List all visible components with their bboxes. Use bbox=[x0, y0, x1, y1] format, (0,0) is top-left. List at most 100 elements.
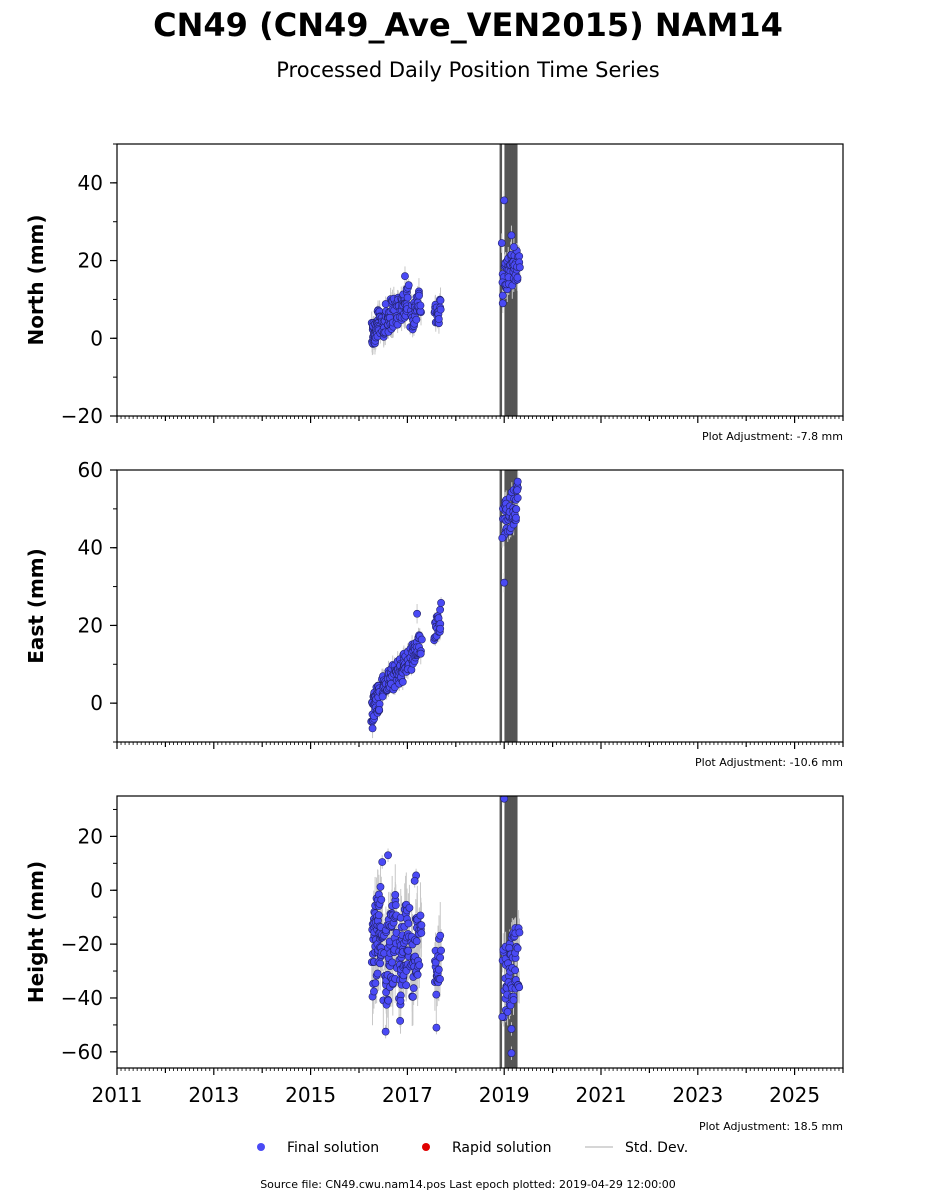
data-point bbox=[513, 486, 522, 495]
data-point bbox=[416, 911, 425, 920]
x-tick-label: 2023 bbox=[672, 1083, 723, 1107]
data-point bbox=[500, 578, 509, 587]
y-tick-label: 40 bbox=[78, 171, 103, 195]
data-point bbox=[498, 299, 507, 308]
legend: Final solution Rapid solution Std. Dev. bbox=[257, 1140, 688, 1156]
data-point bbox=[371, 979, 380, 988]
panel-height: −60 −40 −20 0 20 2011 2013 2015 2017 2019 2021 2023… bbox=[24, 795, 844, 1133]
data-point bbox=[436, 975, 444, 983]
data-point bbox=[500, 196, 509, 205]
legend-final-marker bbox=[257, 1143, 265, 1151]
data-point bbox=[512, 513, 520, 522]
y-tick-label: 40 bbox=[78, 536, 103, 560]
plot-adjustment-note: Plot Adjustment: -7.8 mm bbox=[702, 430, 843, 443]
data-point bbox=[436, 296, 445, 305]
data-point bbox=[500, 796, 509, 803]
axes-frame bbox=[116, 143, 844, 417]
data-point bbox=[515, 983, 524, 992]
x-tick-label: 2019 bbox=[479, 1083, 530, 1107]
data-point bbox=[513, 493, 522, 502]
y-tick-label: −20 bbox=[61, 404, 103, 428]
y-axis-label: North (mm) bbox=[24, 214, 48, 345]
data-point bbox=[375, 706, 384, 714]
data-point bbox=[432, 1023, 441, 1032]
y-tick-label: 20 bbox=[78, 824, 103, 848]
data-point bbox=[404, 946, 413, 955]
source-footer: Source file: CN49.cwu.nam14.pos Last epo… bbox=[260, 1178, 676, 1191]
plot-adjustment-note: Plot Adjustment: 18.5 mm bbox=[699, 1120, 843, 1133]
data-point bbox=[437, 598, 445, 607]
plot-area bbox=[367, 144, 524, 416]
data-point bbox=[513, 273, 522, 282]
data-point bbox=[417, 635, 426, 644]
y-tick-label: −40 bbox=[61, 986, 103, 1010]
data-point bbox=[507, 1049, 516, 1058]
data-point bbox=[396, 996, 405, 1005]
data-point bbox=[436, 305, 445, 314]
data-point bbox=[391, 901, 400, 910]
data-point bbox=[381, 1027, 390, 1036]
data-point bbox=[409, 992, 417, 1001]
y-tick-label: 0 bbox=[90, 326, 103, 350]
data-point bbox=[384, 851, 392, 860]
data-point bbox=[509, 996, 518, 1004]
data-point bbox=[412, 937, 421, 946]
page-subtitle: Processed Daily Position Time Series bbox=[276, 58, 660, 82]
y-tick-label: 60 bbox=[78, 458, 103, 482]
data-point bbox=[391, 890, 400, 899]
data-point bbox=[376, 959, 385, 968]
data-point bbox=[507, 1025, 516, 1033]
data-point bbox=[498, 1012, 507, 1021]
data-point bbox=[513, 477, 522, 486]
data-point bbox=[404, 281, 413, 290]
data-point bbox=[398, 678, 407, 686]
data-point bbox=[376, 882, 385, 891]
data-point bbox=[503, 1008, 512, 1016]
data-point bbox=[373, 969, 382, 978]
data-point bbox=[370, 987, 378, 996]
data-point bbox=[416, 649, 425, 658]
data-point bbox=[402, 981, 411, 990]
data-point bbox=[436, 624, 445, 633]
y-tick-label: 0 bbox=[90, 691, 103, 715]
legend-final-label: Final solution bbox=[287, 1140, 379, 1156]
data-point bbox=[498, 534, 507, 542]
data-point bbox=[417, 921, 426, 930]
data-point bbox=[515, 928, 524, 937]
data-point bbox=[436, 605, 445, 614]
plot-adjustment-note: Plot Adjustment: -10.6 mm bbox=[695, 756, 843, 769]
y-tick-label: 20 bbox=[78, 613, 103, 637]
data-point bbox=[388, 958, 397, 967]
data-point bbox=[405, 903, 414, 912]
y-tick-label: −60 bbox=[61, 1040, 103, 1064]
plot-area bbox=[367, 470, 522, 742]
x-tick-label: 2015 bbox=[285, 1083, 336, 1107]
data-point bbox=[507, 231, 516, 240]
data-point bbox=[413, 970, 422, 979]
x-tick-label: 2017 bbox=[382, 1083, 433, 1107]
x-tick-label: 2021 bbox=[576, 1083, 627, 1107]
data-point bbox=[409, 984, 418, 993]
axes-frame bbox=[116, 795, 844, 1069]
data-point bbox=[401, 272, 409, 281]
page-title: CN49 (CN49_Ave_VEN2015) NAM14 bbox=[153, 6, 783, 44]
data-point bbox=[396, 1016, 405, 1025]
y-axis-label: East (mm) bbox=[24, 548, 48, 664]
data-point bbox=[505, 944, 514, 952]
data-point bbox=[378, 692, 387, 701]
data-point bbox=[417, 929, 426, 937]
data-point bbox=[513, 944, 522, 953]
data-point bbox=[437, 946, 445, 955]
y-tick-label: 20 bbox=[78, 249, 103, 273]
data-point bbox=[410, 876, 419, 885]
data-point bbox=[382, 988, 390, 997]
panel-east: 0 20 40 60 East (mm) Plot Adjustment: -10.6 m… bbox=[24, 458, 844, 769]
data-point bbox=[434, 315, 443, 323]
data-point bbox=[436, 931, 445, 940]
legend-stddev-label: Std. Dev. bbox=[625, 1140, 688, 1156]
data-point bbox=[415, 961, 424, 970]
data-point bbox=[384, 996, 393, 1005]
data-point bbox=[436, 953, 445, 962]
data-point bbox=[368, 724, 377, 733]
